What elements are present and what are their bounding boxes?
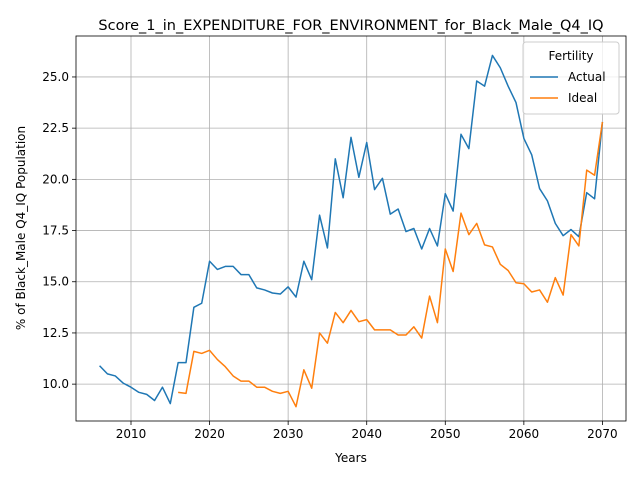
legend: Fertility Actual Ideal [522,41,620,115]
y-axis-label: % of Black_Male Q4_IQ Population [14,126,28,330]
x-axis-label: Years [334,451,367,465]
y-tick-label: 10.0 [42,377,69,391]
legend-label-ideal: Ideal [568,91,597,105]
x-tick-label: 2070 [587,427,618,441]
y-tick-label: 25.0 [42,70,69,84]
plot-frame [75,35,627,422]
y-tick-label: 15.0 [42,275,69,289]
y-tick-label: 12.5 [42,326,69,340]
chart-title: Score_1_in_EXPENDITURE_FOR_ENVIRONMENT_f… [98,18,603,34]
series-layer [99,54,604,408]
x-tick-label: 2060 [509,427,540,441]
x-tick-label: 2040 [351,427,382,441]
x-tick-label: 2050 [430,427,461,441]
y-tick-label: 17.5 [42,224,69,238]
x-tick-label: 2020 [194,427,225,441]
legend-frame [522,41,620,115]
tick-layer: 2010 2020 2030 2040 2050 2060 2070 10.0 12.5 15.0… [42,70,617,441]
x-tick-label: 2030 [273,427,304,441]
grid-layer [76,36,626,421]
series-line-actual [99,54,604,405]
legend-label-actual: Actual [568,70,606,84]
x-tick-label: 2010 [116,427,147,441]
y-tick-label: 20.0 [42,172,69,186]
series-line-ideal [178,121,604,408]
y-tick-label: 22.5 [42,121,69,135]
legend-title: Fertility [548,49,593,63]
